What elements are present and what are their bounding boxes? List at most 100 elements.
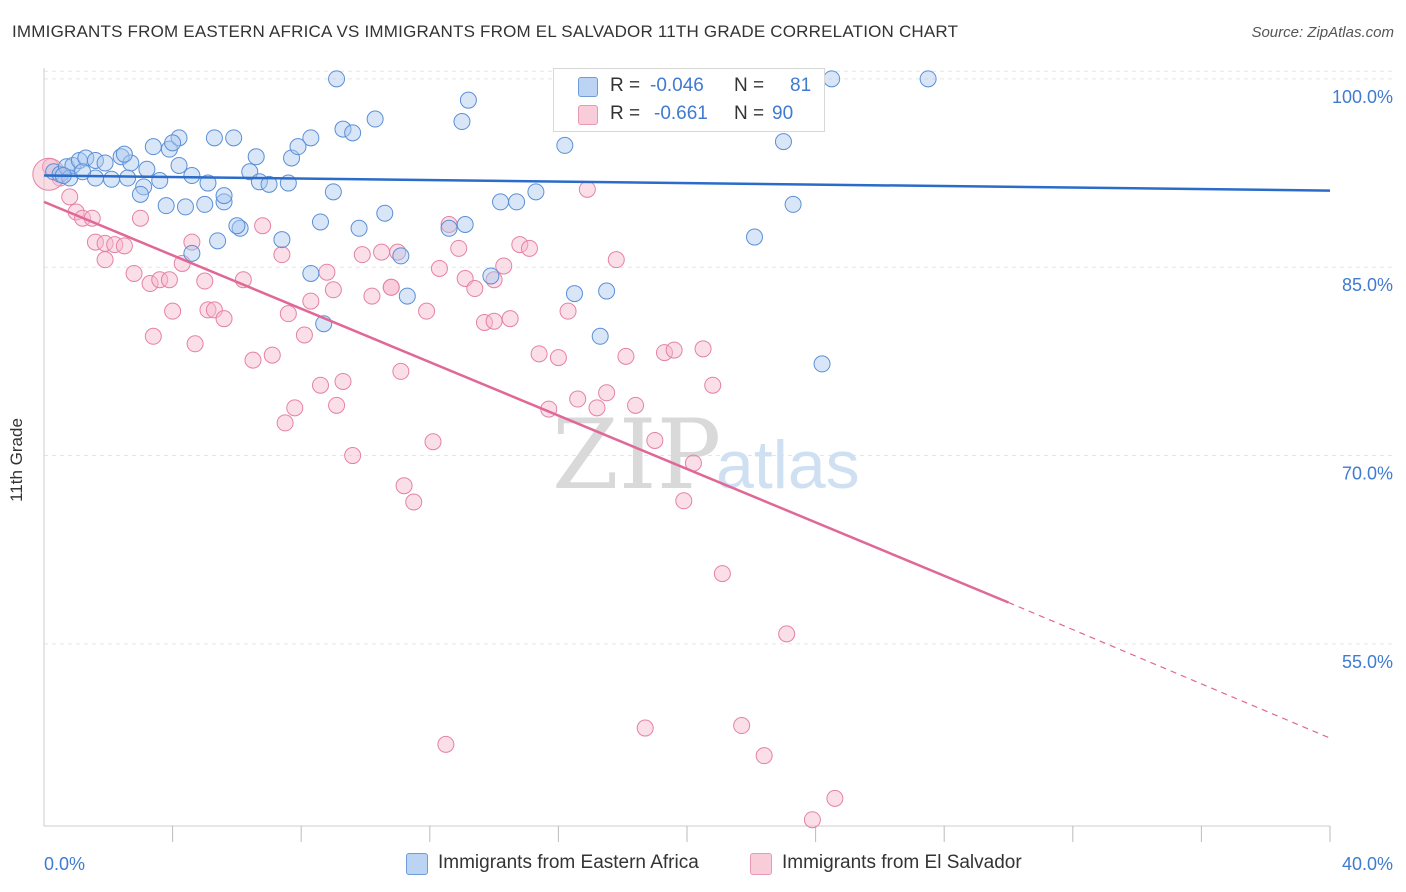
data-point-eastern-africa bbox=[225, 129, 243, 147]
data-point-el-salvador bbox=[328, 396, 346, 414]
data-point-el-salvador bbox=[466, 280, 484, 298]
data-point-eastern-africa bbox=[112, 148, 130, 166]
data-point-eastern-africa bbox=[440, 219, 458, 237]
data-point-eastern-africa bbox=[96, 154, 114, 172]
data-point-eastern-africa bbox=[157, 197, 175, 215]
y-tick-label: 55.0% bbox=[1342, 652, 1393, 672]
data-point-eastern-africa bbox=[492, 193, 510, 211]
data-point-el-salvador bbox=[373, 243, 391, 261]
data-point-eastern-africa bbox=[170, 156, 188, 174]
correlation-legend: R = -0.046 N = 81 R = -0.661 N = 90 bbox=[553, 68, 825, 132]
data-point-eastern-africa bbox=[823, 70, 841, 88]
data-point-eastern-africa bbox=[350, 219, 368, 237]
trend-line-el-salvador bbox=[43, 200, 1009, 604]
legend-n-label: N = bbox=[734, 75, 765, 96]
data-point-el-salvador bbox=[125, 264, 143, 282]
data-point-eastern-africa bbox=[311, 213, 329, 231]
data-point-eastern-africa bbox=[151, 172, 169, 190]
data-point-el-salvador bbox=[755, 747, 773, 765]
legend-row-eastern-africa: R = -0.046 N = 81 bbox=[554, 73, 824, 99]
data-point-eastern-africa bbox=[138, 160, 156, 178]
data-point-el-salvador bbox=[186, 335, 204, 353]
trend-line-el-salvador-extension bbox=[1008, 601, 1331, 739]
data-point-el-salvador bbox=[694, 340, 712, 358]
data-point-el-salvador bbox=[437, 735, 455, 753]
legend-r-value: -0.046 bbox=[650, 75, 704, 96]
data-point-el-salvador bbox=[627, 396, 645, 414]
data-point-el-salvador bbox=[713, 565, 731, 583]
data-point-el-salvador bbox=[520, 239, 538, 257]
series-legend: Immigrants from Eastern Africa Immigrant… bbox=[0, 850, 1406, 880]
data-point-el-salvador bbox=[164, 302, 182, 320]
data-point-el-salvador bbox=[418, 302, 436, 320]
data-point-eastern-africa bbox=[228, 217, 246, 235]
data-point-el-salvador bbox=[636, 719, 654, 737]
data-point-eastern-africa bbox=[508, 193, 526, 211]
data-point-eastern-africa bbox=[565, 285, 583, 303]
data-point-eastern-africa bbox=[74, 163, 92, 181]
data-point-eastern-africa bbox=[376, 204, 394, 222]
data-point-eastern-africa bbox=[784, 195, 802, 213]
data-point-el-salvador bbox=[607, 251, 625, 269]
data-point-el-salvador bbox=[263, 346, 281, 364]
tick-labels: 55.0% 70.0% 85.0% 100.0% 0.0% 40.0% bbox=[44, 87, 1393, 874]
legend-label-el-salvador: Immigrants from El Salvador bbox=[782, 852, 1022, 873]
data-point-el-salvador bbox=[324, 281, 342, 299]
data-point-eastern-africa bbox=[289, 138, 307, 156]
data-point-el-salvador bbox=[96, 251, 114, 269]
legend-swatch-pink bbox=[578, 105, 598, 125]
data-point-el-salvador bbox=[311, 376, 329, 394]
y-tick-label: 100.0% bbox=[1332, 87, 1393, 107]
data-point-eastern-africa bbox=[103, 170, 121, 188]
data-point-eastern-africa bbox=[131, 185, 149, 203]
data-point-el-salvador bbox=[495, 257, 513, 275]
data-point-el-salvador bbox=[254, 217, 272, 235]
legend-r-label: R = bbox=[610, 75, 641, 96]
data-point-eastern-africa bbox=[774, 133, 792, 151]
data-point-el-salvador bbox=[215, 310, 233, 328]
data-point-eastern-africa bbox=[205, 129, 223, 147]
series-el-salvador-points bbox=[32, 157, 844, 829]
data-point-eastern-africa bbox=[302, 264, 320, 282]
data-point-eastern-africa bbox=[231, 219, 249, 237]
data-point-eastern-africa bbox=[813, 355, 831, 373]
data-point-eastern-africa bbox=[302, 129, 320, 147]
data-point-eastern-africa bbox=[366, 110, 384, 128]
data-point-el-salvador bbox=[450, 239, 468, 257]
x-tick-label: 0.0% bbox=[44, 854, 85, 874]
data-point-eastern-africa bbox=[209, 232, 227, 250]
data-point-el-salvador bbox=[778, 625, 796, 643]
data-point-el-salvador bbox=[675, 492, 693, 510]
legend-swatch-el-salvador bbox=[750, 853, 772, 875]
data-point-eastern-africa bbox=[183, 167, 201, 185]
data-point-eastern-africa bbox=[273, 231, 291, 249]
data-point-el-salvador bbox=[588, 399, 606, 417]
legend-r-value: -0.661 bbox=[654, 103, 708, 124]
data-point-el-salvador bbox=[430, 259, 448, 277]
data-point-el-salvador bbox=[665, 341, 683, 359]
data-point-el-salvador bbox=[646, 431, 664, 449]
data-point-el-salvador bbox=[160, 271, 178, 289]
data-point-el-salvador bbox=[131, 209, 149, 227]
data-point-eastern-africa bbox=[247, 148, 265, 166]
data-point-eastern-africa bbox=[183, 244, 201, 262]
data-point-el-salvador bbox=[826, 789, 844, 807]
watermark-atlas: atlas bbox=[716, 427, 860, 503]
data-point-eastern-africa bbox=[328, 70, 346, 88]
y-tick-label: 70.0% bbox=[1342, 464, 1393, 484]
data-point-el-salvador bbox=[344, 447, 362, 465]
data-point-eastern-africa bbox=[456, 216, 474, 234]
data-point-el-salvador bbox=[151, 271, 169, 289]
x-tick-label: 40.0% bbox=[1342, 854, 1393, 874]
data-point-el-salvador bbox=[704, 376, 722, 394]
data-point-eastern-africa bbox=[556, 136, 574, 154]
data-point-eastern-africa bbox=[119, 169, 137, 187]
data-point-eastern-africa bbox=[344, 124, 362, 142]
data-point-el-salvador bbox=[733, 717, 751, 735]
data-point-eastern-africa bbox=[919, 70, 937, 88]
data-point-el-salvador bbox=[279, 305, 297, 323]
data-point-eastern-africa bbox=[176, 198, 194, 216]
data-point-el-salvador bbox=[424, 433, 442, 451]
chart-title: IMMIGRANTS FROM EASTERN AFRICA VS IMMIGR… bbox=[12, 22, 959, 41]
